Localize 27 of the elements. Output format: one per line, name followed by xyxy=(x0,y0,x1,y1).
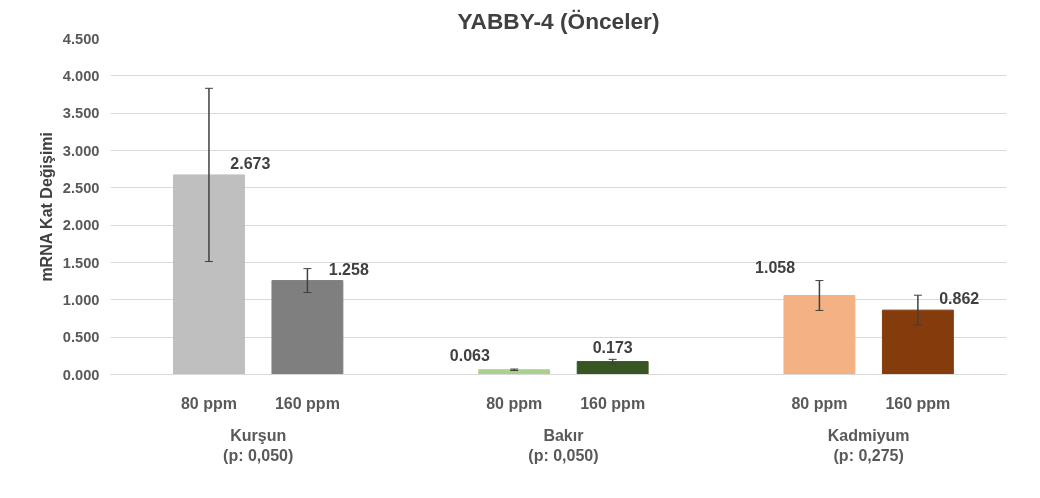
x-tick-label: 160 ppm xyxy=(885,394,951,412)
y-tick-label: 2.000 xyxy=(62,217,100,234)
y-tick-label: 4.000 xyxy=(62,67,100,84)
y-axis-title: mRNA Kat Değişimi xyxy=(37,131,55,282)
text: Kadmiyum (p: 0,275) xyxy=(827,426,910,464)
y-tick-label: 3.000 xyxy=(62,142,100,159)
y-tick-label: 1.000 xyxy=(62,291,100,308)
y-tick-label: 0.000 xyxy=(62,366,100,383)
y-tick-label: 2.500 xyxy=(62,179,100,196)
x-tick-label: 80 ppm xyxy=(791,394,848,412)
data-label: 2.673 xyxy=(230,154,271,172)
data-label: 1.258 xyxy=(328,260,369,278)
y-tick-label: 4.500 xyxy=(62,30,100,47)
data-label: 1.058 xyxy=(755,259,796,277)
text: Kurşun (p: 0,050) xyxy=(223,426,294,464)
data-label: 0.862 xyxy=(939,290,980,308)
x-tick-label: 160 ppm xyxy=(274,394,340,412)
text: Bakır (p: 0,050) xyxy=(528,426,599,464)
x-tick-label: 160 ppm xyxy=(580,394,646,412)
y-tick-label: 0.500 xyxy=(62,329,100,346)
x-tick-label: 80 ppm xyxy=(180,394,237,412)
data-label: 0.173 xyxy=(592,339,633,357)
y-tick-label: 1.500 xyxy=(62,254,100,271)
chart-title: YABBY-4 (Önceler) xyxy=(457,7,660,34)
y-tick-label: 3.500 xyxy=(62,105,100,122)
data-label: 0.063 xyxy=(449,346,491,364)
x-tick-label: 80 ppm xyxy=(486,394,543,412)
